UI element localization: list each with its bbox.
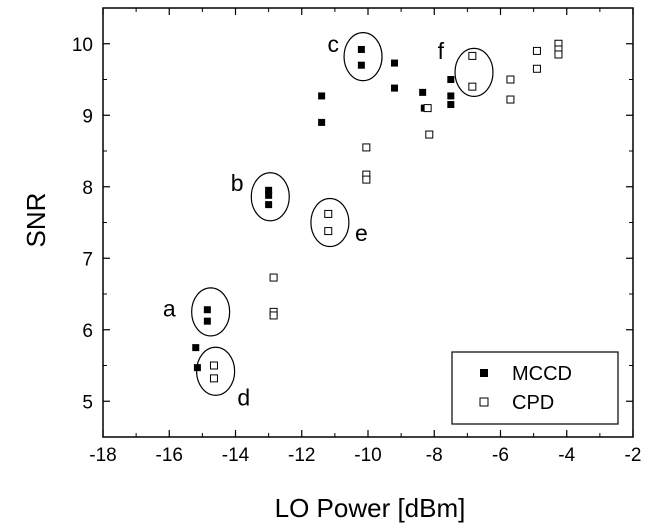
- mccd-point: [447, 101, 455, 109]
- annotation-label-c: c: [327, 31, 339, 57]
- legend-label-cpd: CPD: [512, 392, 554, 414]
- cpd-point: [532, 64, 541, 73]
- data-markers: [192, 39, 563, 383]
- cpd-point: [362, 175, 371, 184]
- y-tick-label: 10: [72, 35, 93, 56]
- x-tick-label: -6: [492, 445, 509, 466]
- legend-box: [451, 351, 619, 425]
- plot-area: -18 -16 -14 -12 -10 -8 -6 -4 -2 5 6 7 8 9 10: [72, 7, 642, 466]
- mccd-point: [318, 118, 326, 126]
- y-tick-label: 8: [82, 178, 93, 199]
- x-tick-label: -18: [89, 445, 116, 466]
- annotation-circle-d: [196, 346, 236, 396]
- annotation-label-e: e: [355, 220, 368, 246]
- cpd-point: [506, 75, 515, 84]
- legend-marker-cpd: [479, 397, 489, 407]
- annotation-circle-e: [310, 197, 350, 248]
- cpd-point: [209, 361, 218, 370]
- annotation-label-a: a: [163, 295, 176, 321]
- mccd-point: [357, 61, 365, 69]
- annotation-circle-c: [343, 32, 383, 82]
- mccd-point: [447, 76, 455, 83]
- y-tick-label: 9: [82, 106, 93, 127]
- annotation-circle-a: [191, 287, 231, 337]
- mccd-point: [192, 344, 200, 352]
- mccd-point: [203, 306, 211, 314]
- mccd-point: [193, 364, 201, 372]
- x-tick-label: -4: [558, 445, 575, 466]
- y-axis-title: SNR: [21, 193, 51, 248]
- mccd-point: [391, 59, 398, 67]
- annotation-circle-b: [250, 172, 290, 222]
- x-tick-label: -2: [625, 445, 642, 466]
- x-tick-label: -12: [288, 445, 315, 466]
- mccd-point: [419, 88, 427, 96]
- annotation-circle-f: [454, 47, 494, 97]
- legend: MCCD CPD: [451, 351, 619, 425]
- x-tick-label: -16: [156, 445, 183, 466]
- cpd-point: [532, 46, 541, 55]
- annotation-label-f: f: [438, 38, 445, 64]
- mccd-point: [447, 92, 455, 100]
- cpd-point: [362, 143, 371, 152]
- x-axis-title: LO Power [dBm]: [275, 493, 466, 523]
- y-tick-label: 5: [82, 392, 93, 413]
- cpd-point: [425, 130, 434, 139]
- cpd-point: [468, 51, 477, 60]
- mccd-point: [265, 186, 273, 194]
- cpd-point: [269, 273, 278, 282]
- cpd-point: [324, 209, 333, 218]
- legend-label-mccd: MCCD: [512, 363, 572, 385]
- x-tick-label: -10: [354, 445, 381, 466]
- mccd-point: [203, 317, 211, 325]
- y-tick-label: 6: [82, 321, 93, 342]
- annotation-label-d: d: [237, 385, 250, 411]
- annotation-label-b: b: [231, 170, 244, 196]
- mccd-point: [265, 191, 273, 199]
- cpd-point: [554, 50, 563, 59]
- mccd-point: [318, 92, 326, 100]
- mccd-point: [357, 45, 365, 53]
- cpd-point: [468, 82, 477, 91]
- x-tick-label: -8: [426, 445, 443, 466]
- y-tick-label: 7: [82, 249, 93, 270]
- cpd-point: [324, 227, 333, 236]
- cpd-point: [506, 95, 515, 104]
- cpd-point: [209, 374, 218, 383]
- legend-marker-mccd: [480, 369, 488, 377]
- mccd-point: [391, 84, 398, 92]
- annotation-layer: a b c d e f: [163, 31, 494, 411]
- cpd-point: [269, 311, 278, 320]
- mccd-point: [265, 201, 273, 209]
- x-tick-label: -14: [222, 445, 250, 466]
- cpd-point: [423, 104, 432, 113]
